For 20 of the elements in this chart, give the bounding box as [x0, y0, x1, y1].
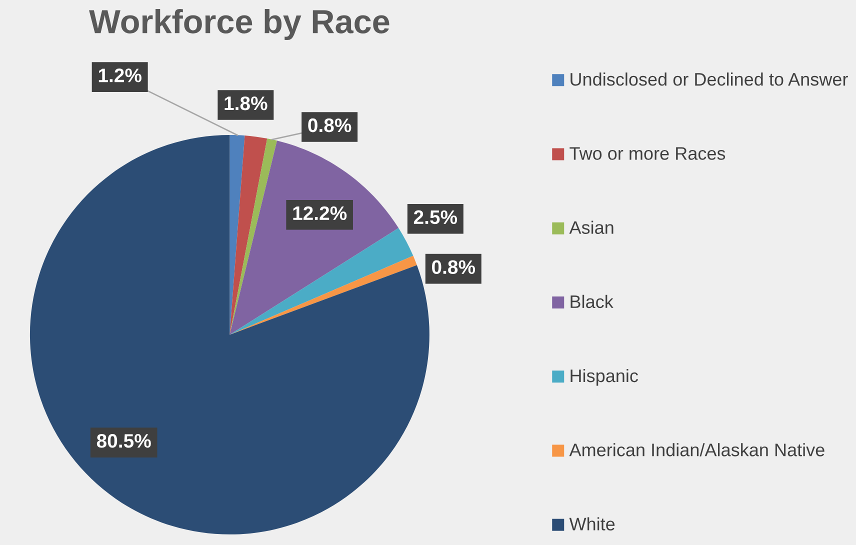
- data-label: 1.2%: [98, 68, 142, 82]
- pie-slice: [230, 228, 414, 335]
- data-label: 12.2%: [293, 206, 347, 220]
- data-label: 0.8%: [432, 260, 476, 274]
- legend-label: Hispanic: [570, 368, 638, 386]
- legend-label: Undisclosed or Declined to Answer: [570, 72, 848, 86]
- legend-label: Black: [570, 294, 614, 308]
- pie-slice: [230, 256, 417, 335]
- legend-label: Asian: [569, 220, 614, 234]
- data-label: 0.8%: [308, 118, 352, 132]
- pie-slice: [230, 138, 278, 335]
- data-label: 2.5%: [414, 210, 458, 224]
- pie-slice: [230, 134, 245, 335]
- legend-label: Two or more Races: [570, 147, 726, 160]
- pie-slice: [230, 136, 268, 335]
- legend-label: White: [569, 517, 615, 530]
- chart-title: Workforce by Race: [89, 8, 390, 40]
- legend-label: American Indian/Alaskan Native: [569, 443, 824, 456]
- data-label: 1.8%: [224, 96, 268, 110]
- data-label: 80.5%: [96, 434, 151, 448]
